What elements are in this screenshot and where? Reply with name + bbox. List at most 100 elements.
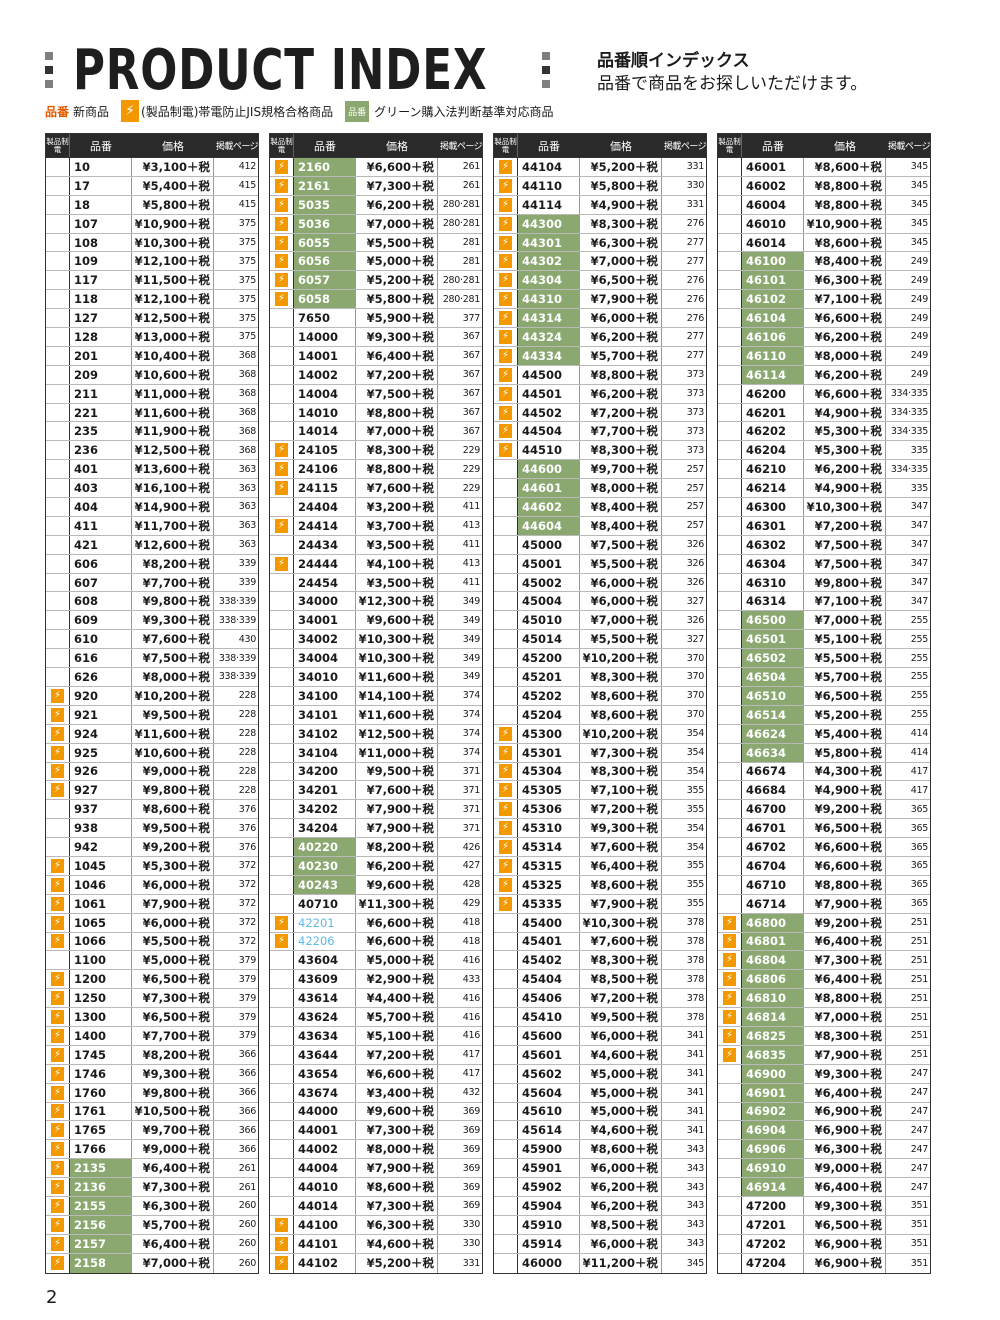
table-row[interactable]: 46634 ¥5,800＋税 414 xyxy=(718,743,930,763)
table-row[interactable]: ⚡ 44314 ¥6,000＋税 276 xyxy=(494,309,706,329)
table-row[interactable]: ⚡ 1745 ¥8,200＋税 366 xyxy=(46,1045,258,1065)
table-row[interactable]: 609 ¥9,300＋税 338·339 xyxy=(46,611,258,631)
table-row[interactable]: 46906 ¥6,300＋税 247 xyxy=(718,1140,930,1160)
table-row[interactable]: ⚡ 5035 ¥6,200＋税 280·281 xyxy=(270,195,482,215)
table-row[interactable]: ⚡ 1761 ¥10,500＋税 366 xyxy=(46,1102,258,1122)
table-row[interactable]: 46300 ¥10,300＋税 347 xyxy=(718,498,930,517)
table-row[interactable]: 46301 ¥7,200＋税 347 xyxy=(718,516,930,536)
table-row[interactable]: 24434 ¥3,500＋税 411 xyxy=(270,535,482,555)
table-row[interactable]: ⚡ 2155 ¥6,300＋税 260 xyxy=(46,1196,258,1216)
table-row[interactable]: ⚡ 1300 ¥6,500＋税 379 xyxy=(46,1008,258,1027)
table-row[interactable]: 938 ¥9,500＋税 376 xyxy=(46,819,258,839)
table-row[interactable]: 46000 ¥11,200＋税 345 xyxy=(494,1253,706,1273)
table-row[interactable]: 46702 ¥6,600＋税 365 xyxy=(718,838,930,857)
table-row[interactable]: 46014 ¥8,600＋税 345 xyxy=(718,233,930,253)
table-row[interactable]: 46001 ¥8,600＋税 345 xyxy=(718,158,930,177)
table-row[interactable]: 45910 ¥8,500＋税 343 xyxy=(494,1215,706,1235)
table-row[interactable]: ⚡ 44502 ¥7,200＋税 373 xyxy=(494,403,706,423)
table-row[interactable]: 118 ¥12,100＋税 375 xyxy=(46,290,258,310)
table-row[interactable]: ⚡ 45314 ¥7,600＋税 354 xyxy=(494,838,706,857)
table-row[interactable]: 34000 ¥12,300＋税 349 xyxy=(270,592,482,612)
table-row[interactable]: 43609 ¥2,900＋税 433 xyxy=(270,970,482,990)
table-row[interactable]: ⚡ 46810 ¥8,800＋税 251 xyxy=(718,989,930,1009)
table-row[interactable]: 404 ¥14,900＋税 363 xyxy=(46,498,258,517)
table-row[interactable]: 45600 ¥6,000＋税 341 xyxy=(494,1026,706,1046)
table-row[interactable]: 46504 ¥5,700＋税 255 xyxy=(718,668,930,687)
table-row[interactable]: ⚡ 44310 ¥7,900＋税 276 xyxy=(494,290,706,310)
table-row[interactable]: 43654 ¥6,600＋税 417 xyxy=(270,1064,482,1084)
table-row[interactable]: 44601 ¥8,000＋税 257 xyxy=(494,479,706,499)
table-row[interactable]: 44004 ¥7,900＋税 369 xyxy=(270,1159,482,1179)
table-row[interactable]: ⚡ 2135 ¥6,400＋税 261 xyxy=(46,1159,258,1179)
table-row[interactable]: 46010 ¥10,900＋税 345 xyxy=(718,214,930,234)
table-row[interactable]: 43644 ¥7,200＋税 417 xyxy=(270,1045,482,1065)
table-row[interactable]: 1100 ¥5,000＋税 379 xyxy=(46,951,258,971)
table-row[interactable]: 43674 ¥3,400＋税 432 xyxy=(270,1083,482,1103)
table-row[interactable]: 14010 ¥8,800＋税 367 xyxy=(270,403,482,423)
table-row[interactable]: 44001 ¥7,300＋税 369 xyxy=(270,1121,482,1141)
table-row[interactable]: 46114 ¥6,200＋税 249 xyxy=(718,365,930,385)
table-row[interactable]: 46314 ¥7,100＋税 347 xyxy=(718,592,930,612)
table-row[interactable]: 46904 ¥6,900＋税 247 xyxy=(718,1121,930,1141)
table-row[interactable]: 14014 ¥7,000＋税 367 xyxy=(270,422,482,442)
table-row[interactable]: 46100 ¥8,400＋税 249 xyxy=(718,252,930,272)
table-row[interactable]: 45010 ¥7,000＋税 326 xyxy=(494,611,706,631)
table-row[interactable]: 40710 ¥11,300＋税 429 xyxy=(270,894,482,914)
table-row[interactable]: 45402 ¥8,300＋税 378 xyxy=(494,951,706,971)
table-row[interactable]: ⚡ 46804 ¥7,300＋税 251 xyxy=(718,951,930,971)
table-row[interactable]: 34102 ¥12,500＋税 374 xyxy=(270,724,482,744)
table-row[interactable]: ⚡ 921 ¥9,500＋税 228 xyxy=(46,705,258,725)
table-row[interactable]: 607 ¥7,700＋税 339 xyxy=(46,573,258,593)
table-row[interactable]: ⚡ 1065 ¥6,000＋税 372 xyxy=(46,913,258,933)
table-row[interactable]: 201 ¥10,400＋税 368 xyxy=(46,346,258,366)
table-row[interactable]: ⚡ 2157 ¥6,400＋税 260 xyxy=(46,1234,258,1254)
table-row[interactable]: 942 ¥9,200＋税 376 xyxy=(46,838,258,857)
table-row[interactable]: 40243 ¥9,600＋税 428 xyxy=(270,875,482,895)
table-row[interactable]: 34204 ¥7,900＋税 371 xyxy=(270,819,482,839)
table-row[interactable]: 403 ¥16,100＋税 363 xyxy=(46,479,258,499)
table-row[interactable]: 46684 ¥4,900＋税 417 xyxy=(718,781,930,801)
table-row[interactable]: ⚡ 44101 ¥4,600＋税 330 xyxy=(270,1234,482,1254)
table-row[interactable]: 45400 ¥10,300＋税 378 xyxy=(494,913,706,933)
table-row[interactable]: 606 ¥8,200＋税 339 xyxy=(46,554,258,574)
table-row[interactable]: 46204 ¥5,300＋税 335 xyxy=(718,441,930,461)
table-row[interactable]: 34202 ¥7,900＋税 371 xyxy=(270,800,482,820)
table-row[interactable]: 109 ¥12,100＋税 375 xyxy=(46,252,258,272)
table-row[interactable]: 40230 ¥6,200＋税 427 xyxy=(270,856,482,876)
table-row[interactable]: ⚡ 1765 ¥9,700＋税 366 xyxy=(46,1121,258,1141)
table-row[interactable]: 46104 ¥6,600＋税 249 xyxy=(718,309,930,329)
table-row[interactable]: 43634 ¥5,100＋税 416 xyxy=(270,1026,482,1046)
table-row[interactable]: 45601 ¥4,600＋税 341 xyxy=(494,1045,706,1065)
table-row[interactable]: ⚡ 6058 ¥5,800＋税 280·281 xyxy=(270,290,482,310)
table-row[interactable]: 24454 ¥3,500＋税 411 xyxy=(270,573,482,593)
table-row[interactable]: ⚡ 45310 ¥9,300＋税 354 xyxy=(494,819,706,839)
table-row[interactable]: ⚡ 45300 ¥10,200＋税 354 xyxy=(494,724,706,744)
table-row[interactable]: ⚡ 44501 ¥6,200＋税 373 xyxy=(494,384,706,404)
table-row[interactable]: 45602 ¥5,000＋税 341 xyxy=(494,1064,706,1084)
table-row[interactable]: 46674 ¥4,300＋税 417 xyxy=(718,762,930,782)
table-row[interactable]: 46501 ¥5,100＋税 255 xyxy=(718,630,930,650)
table-row[interactable]: 44600 ¥9,700＋税 257 xyxy=(494,460,706,480)
table-row[interactable]: ⚡ 44300 ¥8,300＋税 276 xyxy=(494,214,706,234)
table-row[interactable]: 610 ¥7,600＋税 430 xyxy=(46,630,258,650)
table-row[interactable]: ⚡ 2161 ¥7,300＋税 261 xyxy=(270,176,482,196)
table-row[interactable]: ⚡ 46814 ¥7,000＋税 251 xyxy=(718,1008,930,1027)
table-row[interactable]: 45610 ¥5,000＋税 341 xyxy=(494,1102,706,1122)
table-row[interactable]: ⚡ 24115 ¥7,600＋税 229 xyxy=(270,479,482,499)
table-row[interactable]: 34002 ¥10,300＋税 349 xyxy=(270,630,482,650)
table-row[interactable]: ⚡ 44114 ¥4,900＋税 331 xyxy=(494,195,706,215)
table-row[interactable]: ⚡ 1046 ¥6,000＋税 372 xyxy=(46,875,258,895)
table-row[interactable]: ⚡ 6057 ¥5,200＋税 280·281 xyxy=(270,271,482,291)
table-row[interactable]: 46202 ¥5,300＋税 334·335 xyxy=(718,422,930,442)
table-row[interactable]: 46910 ¥9,000＋税 247 xyxy=(718,1159,930,1179)
table-row[interactable]: 937 ¥8,600＋税 376 xyxy=(46,800,258,820)
table-row[interactable]: 34004 ¥10,300＋税 349 xyxy=(270,649,482,669)
table-row[interactable]: ⚡ 24444 ¥4,100＋税 413 xyxy=(270,554,482,574)
table-row[interactable]: 47200 ¥9,300＋税 351 xyxy=(718,1196,930,1216)
table-row[interactable]: ⚡ 24414 ¥3,700＋税 413 xyxy=(270,516,482,536)
table-row[interactable]: ⚡ 1066 ¥5,500＋税 372 xyxy=(46,932,258,952)
table-row[interactable]: ⚡ 44110 ¥5,800＋税 330 xyxy=(494,176,706,196)
table-row[interactable]: 45204 ¥8,600＋税 370 xyxy=(494,705,706,725)
table-row[interactable]: 46106 ¥6,200＋税 249 xyxy=(718,328,930,347)
table-row[interactable]: ⚡ 45301 ¥7,300＋税 354 xyxy=(494,743,706,763)
